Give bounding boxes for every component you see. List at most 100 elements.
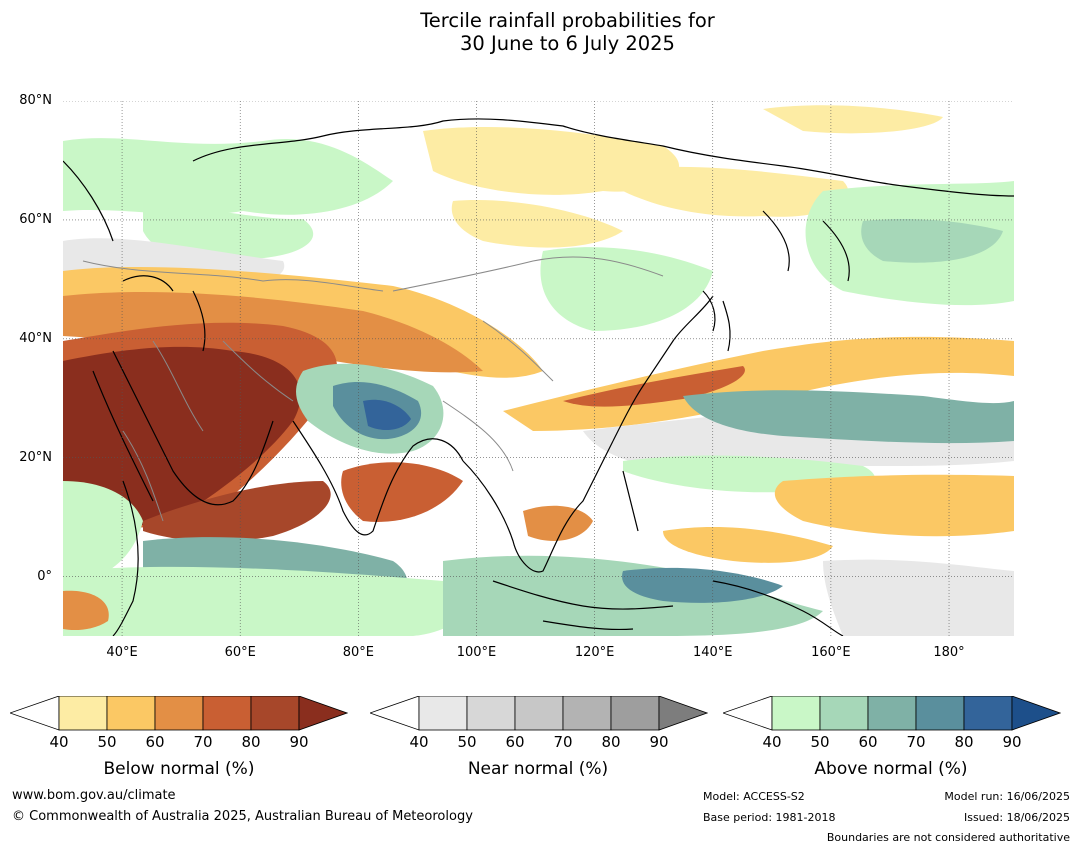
tick-below-60: 60 (145, 733, 165, 751)
field-above-90-himalaya (363, 399, 411, 431)
lon-label-4: 120°E (574, 645, 615, 660)
field-green-arctic (63, 138, 393, 215)
colorbar-near-end-triangle (658, 695, 709, 731)
model-name: Model: ACCESS-S2 (703, 790, 805, 803)
lon-label-3: 100°E (456, 645, 497, 660)
coast-black-caspian (122, 275, 206, 352)
coast-new-guinea (712, 580, 844, 636)
field-below-80-arabian-sea (143, 481, 331, 542)
lat-label-0: 80°N (19, 93, 52, 108)
coast-scandinavia (63, 160, 114, 242)
tick-near-90: 90 (649, 733, 669, 751)
colorbar-below-end-triangle (298, 695, 349, 731)
tick-below-70: 70 (193, 733, 213, 751)
lon-label-6: 160°E (811, 645, 851, 660)
base-period: Base period: 1981-2018 (703, 811, 836, 824)
coast-kamchatka (762, 210, 850, 282)
tick-above-60: 60 (858, 733, 878, 751)
colorbar-above-swatch-2 (867, 695, 917, 731)
colorbar-below-swatch-4 (250, 695, 300, 731)
field-grey-south-pacific (823, 559, 1014, 636)
field-below-70-bay-of-bengal (341, 462, 463, 522)
colorbar-near-swatch-2 (514, 695, 564, 731)
legend-title-below-normal: Below normal (%) (103, 759, 255, 779)
probability-fields (63, 105, 1014, 636)
coast-east-africa (112, 480, 139, 636)
field-yellow-siberia-north (423, 126, 680, 195)
tick-below-80: 80 (241, 733, 261, 751)
tick-below-40: 40 (49, 733, 69, 751)
tick-above-70: 70 (906, 733, 926, 751)
lon-label-2: 80°E (342, 645, 374, 660)
tick-below-50: 50 (97, 733, 117, 751)
field-green-east-africa (63, 481, 143, 586)
colorbar-below-swatch-3 (202, 695, 252, 731)
gridlines (63, 101, 1014, 636)
lat-label-4: 0° (37, 568, 52, 584)
lat-label-1: 60°N (19, 211, 52, 227)
legend-below-normal (8, 695, 349, 736)
country-boundaries (82, 256, 664, 522)
tick-near-80: 80 (601, 733, 621, 751)
coast-korea-japan (702, 290, 731, 352)
colorbar-above-end-triangle (1011, 695, 1062, 731)
field-below-70-yangtze (563, 366, 745, 407)
colorbar-near-swatch-0 (418, 695, 468, 731)
coast-indonesia (492, 580, 674, 631)
lat-label-2: 40°N (19, 330, 52, 346)
lon-label-1: 60°E (224, 645, 256, 660)
tick-near-60: 60 (505, 733, 525, 751)
colorbar-above-swatch-3 (915, 695, 965, 731)
coast-red-sea (92, 370, 154, 502)
colorbar-below-swatch-2 (154, 695, 204, 731)
model-run-date: Model run: 16/06/2025 (944, 790, 1070, 803)
issued-date: Issued: 18/06/2025 (963, 811, 1070, 824)
tick-above-80: 80 (954, 733, 974, 751)
coastlines (63, 118, 1014, 636)
legend-above-normal (721, 695, 1062, 736)
colorbar-above-swatch-0 (771, 695, 821, 731)
colorbar-above-swatch-4 (963, 695, 1013, 731)
field-teal-west-pacific (683, 390, 1014, 444)
legend-title-near-normal: Near normal (%) (467, 759, 609, 779)
field-yellow-arctic-ne (763, 105, 943, 134)
tick-above-50: 50 (810, 733, 830, 751)
field-yellow-siberia-mid (451, 200, 623, 248)
colorbar-below-normal (8, 695, 349, 731)
lon-label-7: 180° (933, 645, 965, 660)
field-yellow-east-siberia (623, 166, 849, 217)
tick-near-40: 40 (409, 733, 429, 751)
tick-below-90: 90 (289, 733, 309, 751)
copyright-text: © Commonwealth of Australia 2025, Austra… (12, 809, 473, 824)
website-link[interactable]: www.bom.gov.au/climate (12, 788, 176, 803)
field-below-60-south-china-sea (523, 505, 593, 541)
title-line-1: Tercile rainfall probabilities for (420, 9, 715, 32)
legend-title-above-normal: Above normal (%) (814, 759, 968, 779)
coast-philippines (622, 470, 639, 532)
lat-label-3: 20°N (19, 449, 52, 465)
rainfall-probability-map (63, 101, 1014, 636)
lon-label-5: 140°E (692, 645, 733, 660)
coast-indochina (462, 440, 614, 573)
coast-arabia (112, 350, 274, 506)
colorbar-below-start-triangle (8, 695, 60, 731)
tick-above-40: 40 (762, 733, 782, 751)
boundaries-disclaimer: Boundaries are not considered authoritat… (826, 831, 1070, 844)
field-teal-indonesia (443, 555, 823, 636)
field-below-50-central-pacific (774, 474, 1014, 537)
colorbar-above-normal (721, 695, 1062, 731)
coast-india (292, 420, 464, 536)
colorbar-below-swatch-0 (58, 695, 108, 731)
field-blue-maritime (622, 567, 783, 603)
map-title: Tercile rainfall probabilities for 30 Ju… (0, 9, 1081, 55)
field-teal-pacific-north (861, 219, 1003, 263)
tick-near-50: 50 (457, 733, 477, 751)
tick-near-70: 70 (553, 733, 573, 751)
field-green-indian-ocean (63, 566, 465, 636)
coast-arctic (192, 118, 1014, 197)
field-below-60-southwest (63, 590, 109, 631)
tick-above-90: 90 (1002, 733, 1022, 751)
coast-china (612, 295, 714, 442)
colorbar-below-swatch-1 (106, 695, 156, 731)
lon-label-0: 40°E (106, 645, 138, 660)
